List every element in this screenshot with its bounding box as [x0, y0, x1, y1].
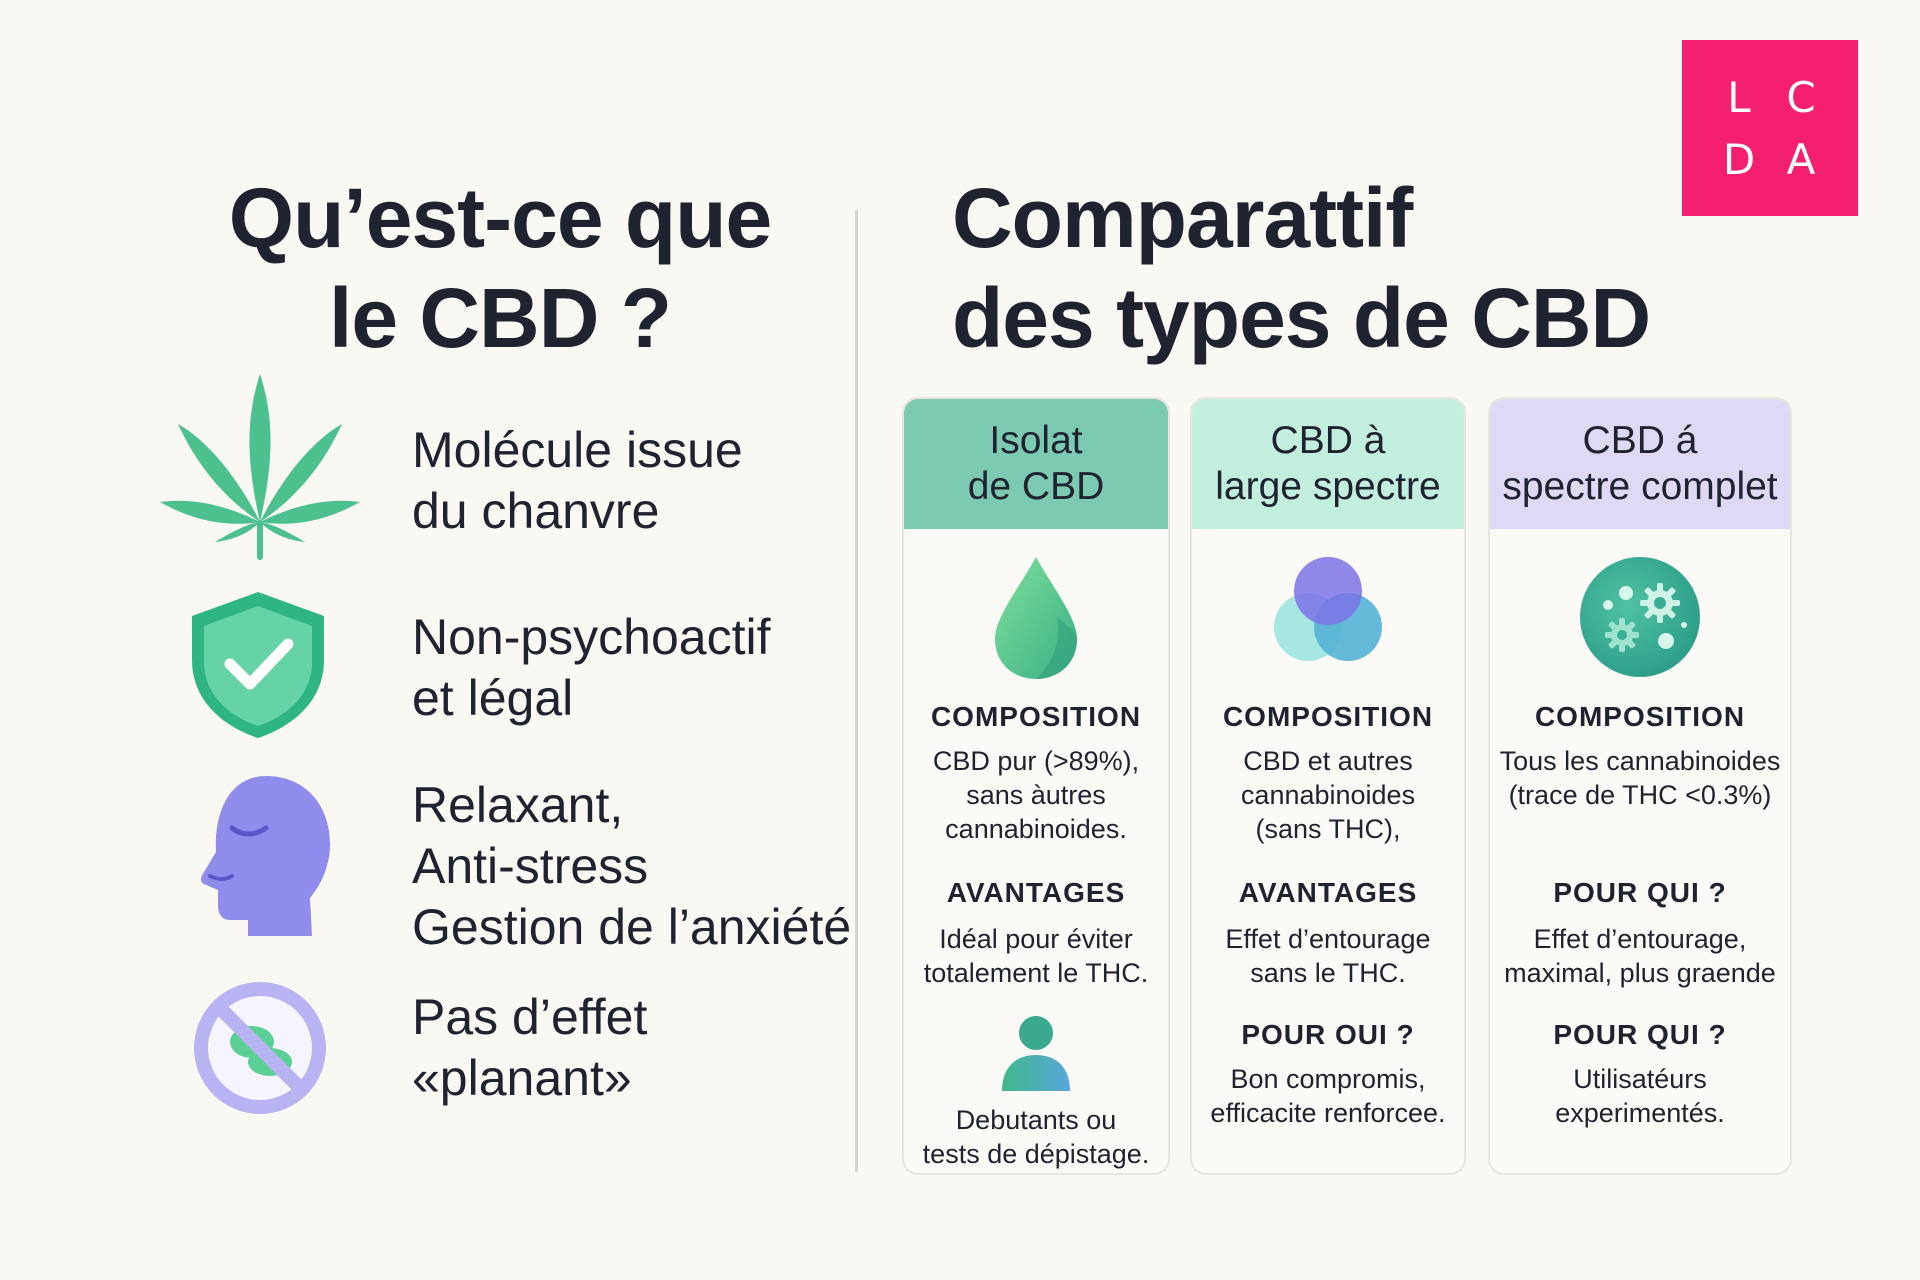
card-title-line: Isolat — [989, 419, 1083, 462]
text-line: tests de dépistage. — [922, 1139, 1150, 1169]
composition-label: COMPOSITION — [1534, 701, 1746, 732]
shield-check-icon — [192, 592, 324, 738]
avantages-label: AVANTAGES — [946, 877, 1126, 908]
composition-label: COMPOSITION — [930, 701, 1142, 732]
cannabis-leaf-icon — [160, 374, 360, 560]
feature-line: Gestion de l’anxiété — [412, 899, 852, 955]
right-title-line: des types de CBD — [952, 271, 1651, 365]
right-title-line: Comparattif — [952, 171, 1413, 265]
text-line: (trace de THC <0.3%) — [1508, 780, 1772, 810]
logo-letter: C — [1786, 72, 1816, 122]
card-title-line: CBD á — [1582, 419, 1698, 462]
text-line: cannabinoides — [1240, 780, 1416, 810]
avantages-label: POUR QUI ? — [1553, 877, 1727, 908]
pour-qui-label: POUR QUI ? — [1553, 1019, 1727, 1050]
feature-line: Relaxant, — [412, 777, 624, 833]
feature-line: «planant» — [412, 1050, 632, 1106]
left-title-line: Qu’est-ce que — [228, 171, 772, 265]
feature-line: Pas d’effet — [412, 989, 648, 1045]
pour-qui-text: Utilisatéurs experimentés. — [1490, 1062, 1790, 1130]
composition-text: Tous les cannabinoides (trace de THC <0.… — [1490, 744, 1790, 812]
text-line: maximal, plus graende — [1504, 958, 1776, 988]
feature-line: du chanvre — [412, 483, 660, 539]
avantages-text: Effet d’entourage sans le THC. — [1192, 922, 1464, 990]
feature-line: Molécule issue — [412, 422, 743, 478]
composition-text: CBD et autres cannabinoides (sans THC), — [1192, 744, 1464, 846]
text-line: CBD pur (>89%), — [932, 746, 1140, 776]
feature-line: et légal — [412, 670, 574, 726]
card-title-line: large spectre — [1215, 465, 1441, 508]
pour-qui-text: Bon compromis, efficacite renforcee. — [1192, 1062, 1464, 1130]
text-line: experimentés. — [1555, 1098, 1725, 1128]
card-isolat: Isolat de CBD COMPOSITION CBD pur (>89%)… — [902, 397, 1170, 1175]
no-high-icon — [194, 982, 326, 1114]
logo-letter: D — [1722, 134, 1756, 184]
lcda-logo: L C D A — [1682, 40, 1858, 216]
composition-label: COMPOSITION — [1222, 701, 1434, 732]
card-header: Isolat de CBD — [904, 399, 1168, 529]
avantages-label: AVANTAGES — [1238, 877, 1418, 908]
text-line: (sans THC), — [1255, 814, 1401, 844]
feature-line: Anti-stress — [412, 838, 649, 894]
text-line: Bon compromis, — [1230, 1064, 1426, 1094]
feature-line: Non-psychoactif — [412, 609, 771, 665]
calm-head-icon — [201, 776, 330, 936]
card-header: CBD á spectre complet — [1490, 399, 1790, 529]
card-large-spectre: CBD à large spectre COMPOSITION CBD et a… — [1190, 397, 1466, 1175]
text-line: cannabinoides. — [945, 814, 1127, 844]
composition-text: CBD pur (>89%), sans àutres cannabinoide… — [904, 744, 1168, 846]
feature-relax: Relaxant, Anti-stress Gestion de l’anxié… — [412, 775, 851, 958]
pour-qui-text: Debutants ou tests de dépistage. — [904, 1103, 1168, 1171]
column-divider — [855, 210, 858, 1172]
text-line: Utilisatéurs — [1573, 1064, 1707, 1094]
card-title-line: CBD à — [1270, 419, 1386, 462]
text-line: sans le THC. — [1250, 958, 1406, 988]
left-title: Qu’est-ce que le CBD ? — [160, 168, 840, 368]
text-line: Debutants ou — [955, 1105, 1117, 1135]
card-spectre-complet: CBD á spectre complet — [1488, 397, 1792, 1175]
logo-letter: L — [1727, 72, 1751, 122]
molecule-gears-icon — [1580, 557, 1700, 677]
avantages-text: Idéal pour éviter totalement le THC. — [904, 922, 1168, 990]
right-title: Comparattif des types de CBD — [952, 168, 1712, 368]
card-title-line: de CBD — [967, 465, 1105, 508]
left-title-line: le CBD ? — [328, 271, 672, 365]
text-line: CBD et autres — [1243, 746, 1413, 776]
overlap-circles-icon — [1274, 557, 1382, 661]
text-line: Effet d’entourage, — [1533, 924, 1747, 954]
feature-legal: Non-psychoactif et légal — [412, 607, 771, 729]
card-header: CBD à large spectre — [1192, 399, 1464, 529]
text-line: sans àutres — [966, 780, 1106, 810]
avantages-text: Effet d’entourage, maximal, plus graende — [1490, 922, 1790, 990]
person-icon — [1002, 1016, 1070, 1091]
text-line: Effet d’entourage — [1225, 924, 1431, 954]
card-title-line: spectre complet — [1502, 465, 1778, 508]
pour-qui-label: POUR OUI ? — [1241, 1019, 1415, 1050]
logo-letter: A — [1786, 134, 1816, 184]
drop-icon — [995, 557, 1077, 679]
feature-no-high: Pas d’effet «planant» — [412, 987, 647, 1109]
text-line: totalement le THC. — [923, 958, 1149, 988]
feature-molecule: Molécule issue du chanvre — [412, 420, 743, 542]
text-line: Idéal pour éviter — [939, 924, 1133, 954]
text-line: efficacite renforcee. — [1210, 1098, 1446, 1128]
text-line: Tous les cannabinoides — [1499, 746, 1781, 776]
